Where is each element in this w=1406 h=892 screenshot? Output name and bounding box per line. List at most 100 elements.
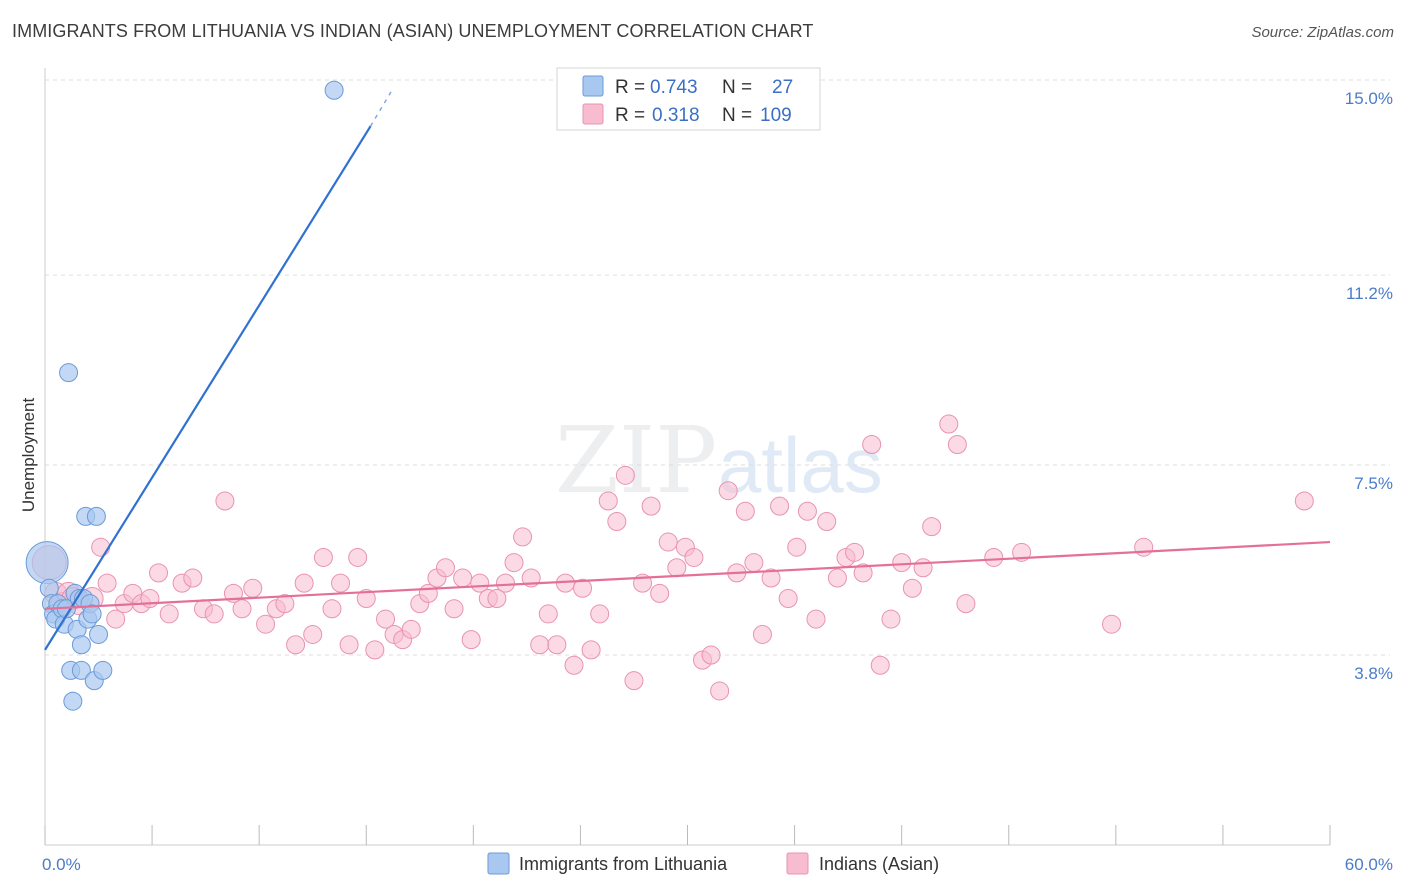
indians-point — [770, 496, 790, 516]
bottom-legend-swatch-indians — [786, 852, 809, 875]
indians-point — [313, 547, 333, 567]
lithuania-point — [89, 624, 109, 644]
indians-point — [243, 578, 263, 598]
bottom-legend-lithuania: Immigrants from Lithuania — [519, 854, 728, 874]
x-tick-labels: 0.0% 60.0% — [42, 855, 1393, 874]
indians-point — [710, 681, 730, 701]
indians-point — [581, 640, 601, 660]
indians-point — [140, 589, 160, 609]
x-tick-label-max: 60.0% — [1345, 855, 1393, 874]
indians-point — [752, 624, 772, 644]
indians-point — [513, 527, 533, 547]
indians-point — [495, 573, 515, 593]
lithuania-point — [86, 506, 106, 526]
indians-point — [401, 619, 421, 639]
indians-point — [1102, 614, 1122, 634]
y-tick-labels: 3.8% 7.5% 11.2% 15.0% — [1345, 89, 1393, 683]
indians-point — [870, 655, 890, 675]
indians-point — [787, 537, 807, 557]
indians-point — [984, 547, 1004, 567]
legend-swatch-indians — [582, 103, 604, 125]
indians-point — [947, 435, 967, 455]
indians-point — [590, 604, 610, 624]
indians-point — [339, 635, 359, 655]
indians-point — [718, 481, 738, 501]
indians-point — [1134, 537, 1154, 557]
indians-point — [956, 594, 976, 614]
indians-point — [1294, 491, 1314, 511]
indians-point — [356, 589, 376, 609]
indians-point — [547, 635, 567, 655]
indians-point — [845, 542, 865, 562]
lithuania-trend-line — [44, 125, 372, 651]
lithuania-point — [82, 604, 102, 624]
indians-point — [453, 568, 473, 588]
indians-point — [658, 532, 678, 552]
y-tick-label: 15.0% — [1345, 89, 1393, 108]
indians-point — [183, 568, 203, 588]
legend-r-indians: 0.318 — [652, 105, 700, 126]
lithuania-point — [71, 635, 91, 655]
lithuania-point — [93, 660, 113, 680]
indians-point — [303, 624, 323, 644]
source-credit: Source: ZipAtlas.com — [1251, 24, 1394, 41]
indians-point — [564, 655, 584, 675]
indians-point — [939, 414, 959, 434]
indians-point — [892, 553, 912, 573]
series-indians-points — [31, 414, 1314, 701]
indians-point — [667, 558, 687, 578]
indians-point — [322, 599, 342, 619]
watermark-zip: ZIP — [555, 407, 717, 514]
legend-n-indians: 109 — [760, 105, 792, 126]
indians-point — [538, 604, 558, 624]
x-tick-label-min: 0.0% — [42, 855, 81, 874]
bottom-legend-swatch-lithuania — [487, 852, 510, 875]
indians-point — [881, 609, 901, 629]
series-legend: Immigrants from Lithuania Indians (Asian… — [487, 852, 939, 875]
indians-trend-line — [44, 540, 1331, 610]
indians-point — [827, 568, 847, 588]
indians-point — [922, 517, 942, 537]
indians-point — [286, 635, 306, 655]
indians-point — [902, 578, 922, 598]
gridlines — [45, 79, 1390, 656]
indians-point — [735, 501, 755, 521]
indians-point — [806, 609, 826, 629]
legend-n-label-indians: N = — [722, 105, 752, 126]
series-lithuania-points — [25, 80, 344, 711]
legend-n-lithuania: 27 — [772, 77, 793, 98]
lithuania-point — [63, 691, 83, 711]
indians-point — [331, 573, 351, 593]
indians-point — [607, 512, 627, 532]
legend-swatch-lithuania — [582, 75, 604, 97]
indians-point — [204, 604, 224, 624]
indians-point — [365, 640, 385, 660]
indians-point — [275, 594, 295, 614]
indians-point — [650, 583, 670, 603]
indians-point — [504, 553, 524, 573]
lithuania-point — [25, 541, 69, 585]
indians-point — [435, 558, 455, 578]
indians-point — [487, 589, 507, 609]
indians-point — [348, 547, 368, 567]
indians-point — [232, 599, 252, 619]
trend-lines — [44, 89, 1331, 651]
indians-point — [91, 537, 111, 557]
indians-point — [761, 568, 781, 588]
indians-point — [444, 599, 464, 619]
lithuania-point — [71, 660, 91, 680]
indians-point — [913, 558, 933, 578]
indians-point — [862, 435, 882, 455]
indians-point — [149, 563, 169, 583]
indians-point — [256, 614, 276, 634]
indians-point — [461, 630, 481, 650]
indians-point — [817, 512, 837, 532]
indians-point — [598, 491, 618, 511]
chart-title: IMMIGRANTS FROM LITHUANIA VS INDIAN (ASI… — [12, 21, 814, 41]
indians-point — [294, 573, 314, 593]
legend-n-label-lithuania: N = — [722, 77, 752, 98]
indians-point — [624, 671, 644, 691]
y-axis-label: Unemployment — [19, 398, 38, 513]
y-tick-label: 11.2% — [1346, 284, 1393, 303]
